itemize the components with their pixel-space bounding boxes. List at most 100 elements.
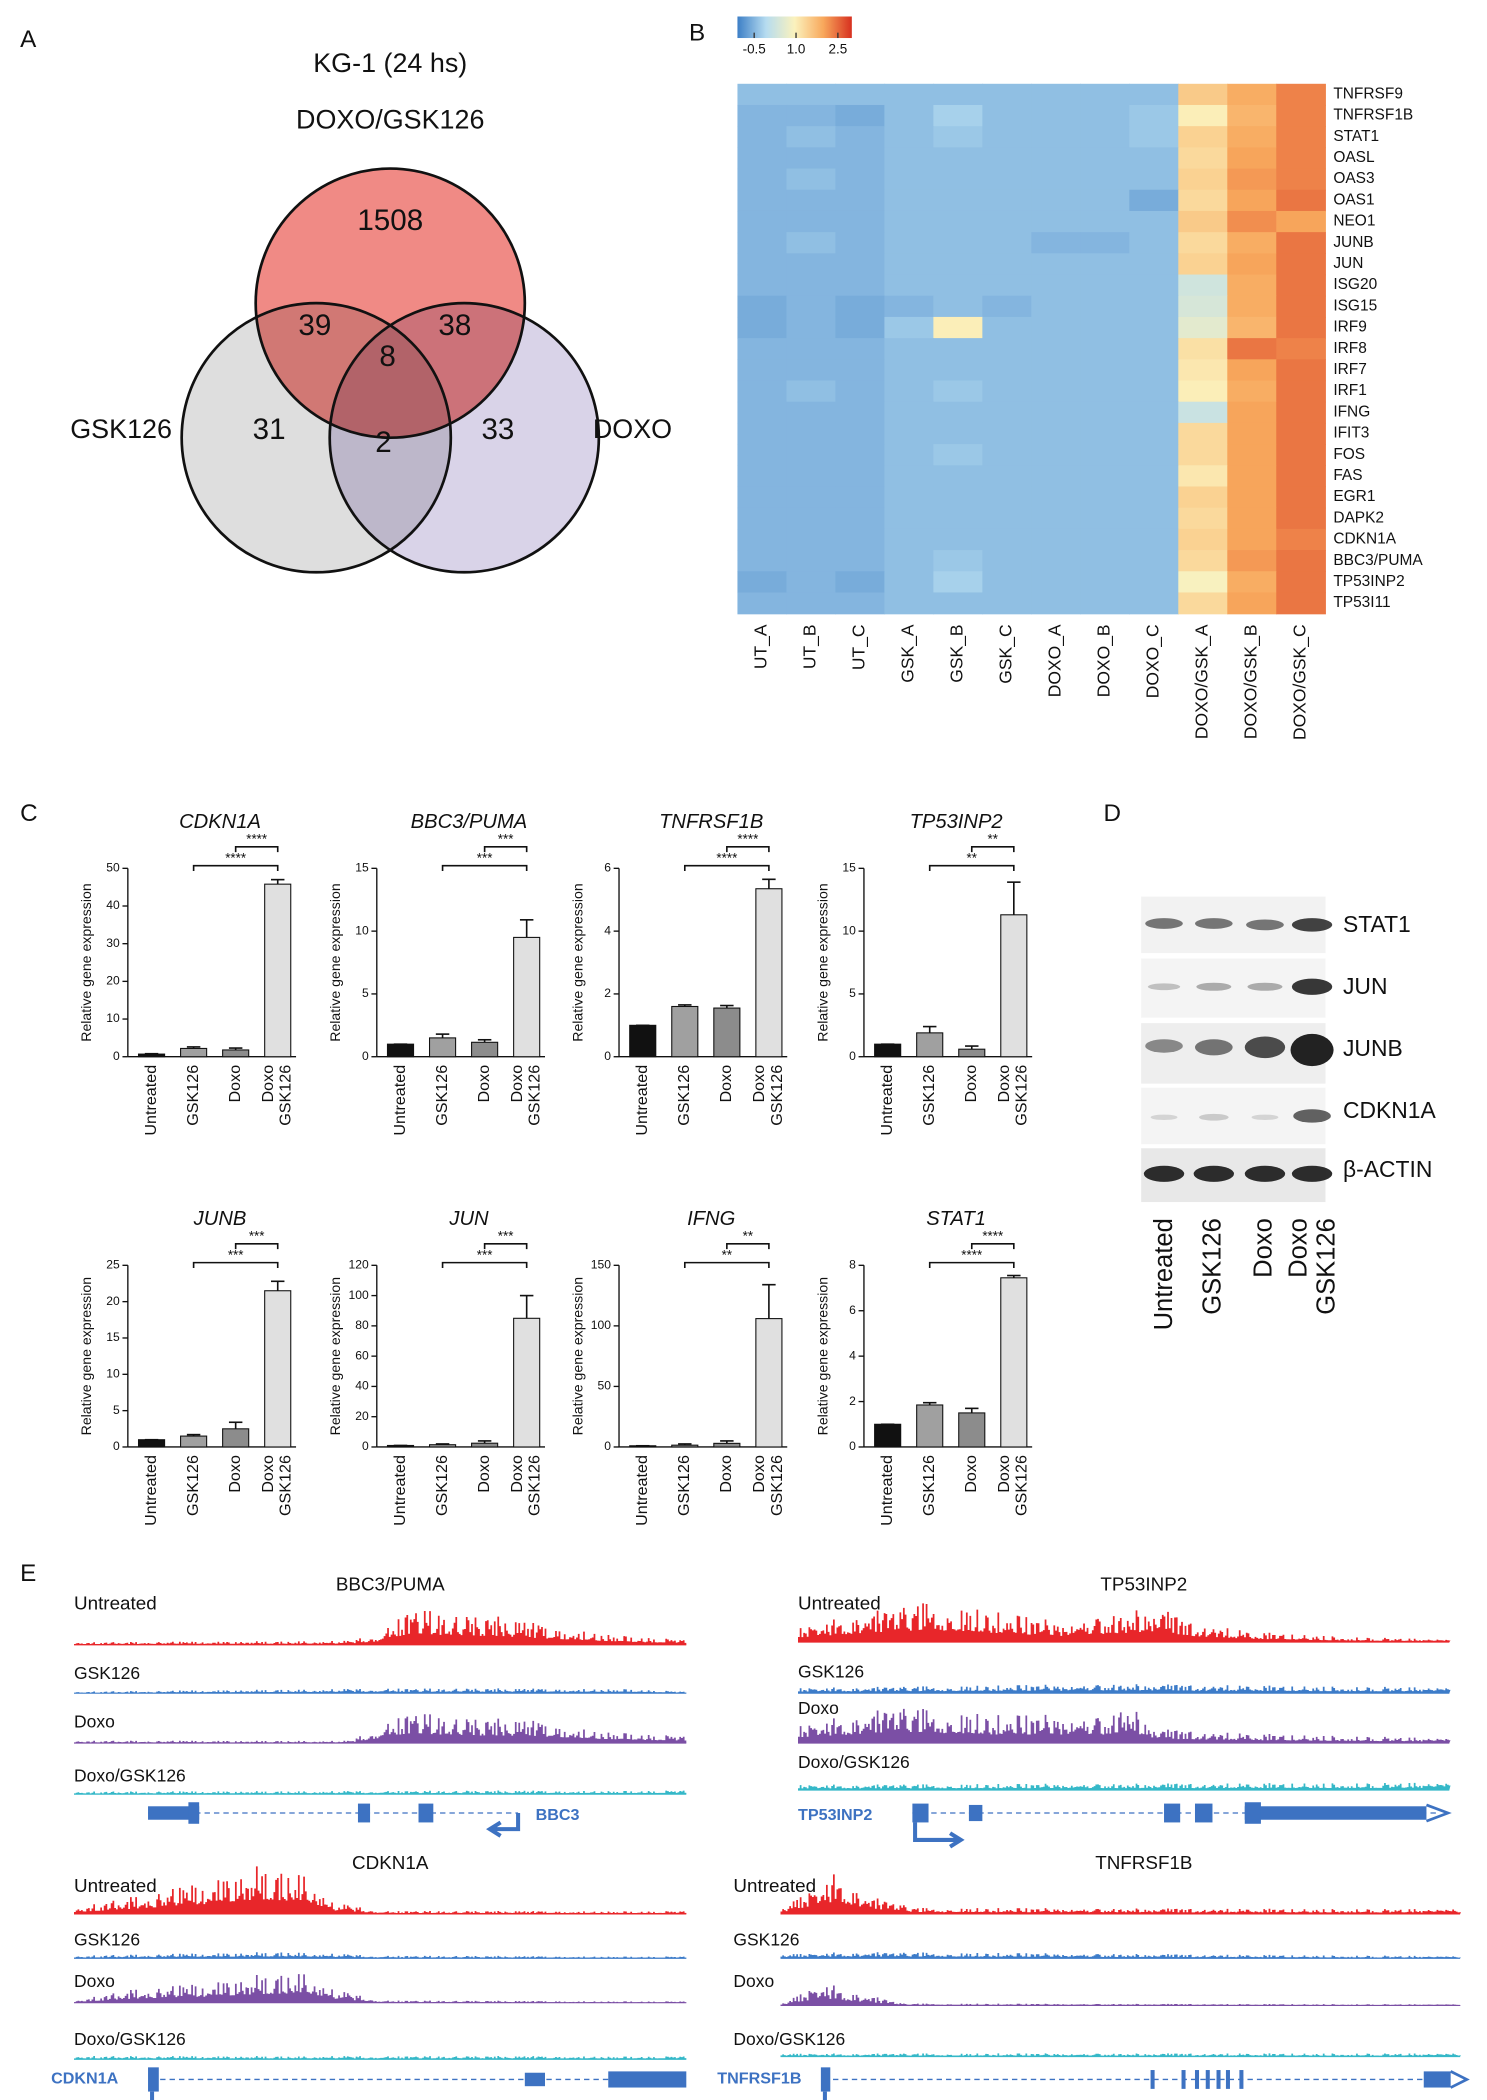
heatmap-cell [933, 444, 984, 466]
heatmap-cell [933, 550, 984, 572]
track-label: Untreated [74, 1875, 157, 1896]
track-label: Doxo [74, 1711, 115, 1731]
x-tick-label: Untreated [391, 1455, 409, 1526]
row-label: TNFRSF9 [1333, 85, 1403, 102]
track-label: Doxo [798, 1698, 839, 1718]
x-tick-label: DoxoGSK126 [750, 1065, 786, 1126]
y-axis-label: Relative gene expression [814, 1277, 830, 1435]
y-axis-label: Relative gene expression [569, 883, 585, 1041]
significance-label: ** [967, 850, 978, 865]
significance-bracket [726, 1242, 770, 1250]
heatmap-cell [1178, 83, 1228, 106]
bar [755, 888, 783, 1058]
error-bar [720, 1004, 734, 1009]
heatmap-cell [1276, 486, 1326, 509]
gene-model [912, 1802, 1452, 1849]
heatmap-cell [1031, 189, 1082, 212]
y-tick-label: 0 [362, 1439, 369, 1453]
y-tick-label: 8 [849, 1258, 856, 1272]
heatmap-cell [1276, 316, 1326, 339]
heatmap-cell [1129, 104, 1179, 127]
heatmap-cell [933, 465, 984, 488]
y-tick-label: 0 [604, 1439, 611, 1453]
significance-bracket [441, 1261, 528, 1269]
y-tick-label: 4 [849, 1348, 856, 1362]
row-label: JUN [1333, 255, 1363, 272]
significance-bracket [483, 1242, 528, 1250]
heatmap-cell [1080, 401, 1130, 424]
significance-label: ** [722, 1247, 733, 1262]
error-bar [720, 1440, 734, 1444]
bar [916, 1032, 944, 1058]
heatmap-cell [1080, 253, 1130, 276]
row-label: FOS [1333, 446, 1365, 463]
error-bar [228, 1421, 243, 1429]
heatmap-cell [786, 338, 837, 360]
heatmap-cell [1276, 338, 1326, 360]
heatmap-cell [786, 126, 837, 149]
track-label: Untreated [733, 1875, 816, 1896]
track-label: GSK126 [798, 1662, 864, 1682]
heatmap-cell [1031, 168, 1082, 191]
bar [958, 1412, 986, 1448]
heatmap-cell [786, 422, 837, 445]
heatmap-cell [933, 168, 984, 191]
heatmap-cell [1276, 444, 1326, 466]
heatmap-cell [1080, 189, 1130, 212]
heatmap-cell [786, 359, 837, 382]
error-bar [1007, 881, 1021, 915]
heatmap-cell [1276, 571, 1326, 594]
heatmap-cell [835, 83, 886, 106]
column-label: UT_C [849, 624, 870, 670]
row-label: IFIT3 [1333, 425, 1369, 442]
heatmap-cell [1031, 380, 1082, 403]
heatmap-cell [1178, 253, 1228, 276]
heatmap-cell [982, 274, 1033, 297]
heatmap-cell [1227, 232, 1277, 255]
heatmap-cell [835, 126, 886, 149]
heatmap-cell [835, 465, 886, 488]
colorbar [737, 16, 852, 39]
significance-label: *** [498, 832, 514, 847]
bar [874, 1423, 902, 1448]
track-label: Untreated [798, 1592, 881, 1613]
x-tick-label: Untreated [391, 1065, 409, 1136]
heatmap-cell [933, 571, 984, 594]
heatmap-cell [1129, 253, 1179, 276]
heatmap-cell [982, 253, 1033, 276]
heatmap-cell [1178, 168, 1228, 191]
gene-model [148, 2067, 687, 2100]
bar [958, 1048, 986, 1058]
heatmap-cell [982, 338, 1033, 360]
row-label: ISG20 [1333, 276, 1377, 293]
heatmap-cell [1178, 147, 1228, 170]
heatmap-cell [737, 338, 788, 360]
heatmap-cell [933, 83, 984, 106]
heatmap-cell [1129, 274, 1179, 297]
coverage [74, 1611, 687, 1646]
heatmap-cell [1080, 465, 1130, 488]
heatmap-cell [982, 147, 1033, 170]
heatmap-cell [1129, 380, 1179, 403]
heatmap-cell [1031, 528, 1082, 551]
heatmap-cell [884, 592, 935, 615]
heatmap-cell [1031, 550, 1082, 572]
row-label: DAPK2 [1333, 509, 1384, 526]
heatmap-cell [835, 338, 886, 360]
bar [180, 1435, 208, 1448]
region-count: 31 [253, 413, 286, 446]
heatmap-cell [1080, 422, 1130, 445]
heatmap-cell [1031, 592, 1082, 615]
region-count: 1508 [357, 204, 423, 237]
western-blot: STAT1 JUN JUNB CDKN1A β-ACTIN Untreated … [1141, 896, 1436, 1330]
heatmap-cell [1276, 401, 1326, 424]
heatmap-cell [1178, 210, 1228, 233]
chart-title: BBC3/PUMA [411, 811, 528, 833]
heatmap-cell [982, 104, 1033, 127]
y-tick-label: 20 [355, 1409, 369, 1423]
heatmap-cell [1129, 507, 1179, 530]
x-tick-label: GSK126 [433, 1455, 451, 1516]
bar [874, 1043, 902, 1058]
x-tick-label: Doxo [475, 1065, 493, 1103]
gene-label: BBC3 [536, 1806, 580, 1824]
